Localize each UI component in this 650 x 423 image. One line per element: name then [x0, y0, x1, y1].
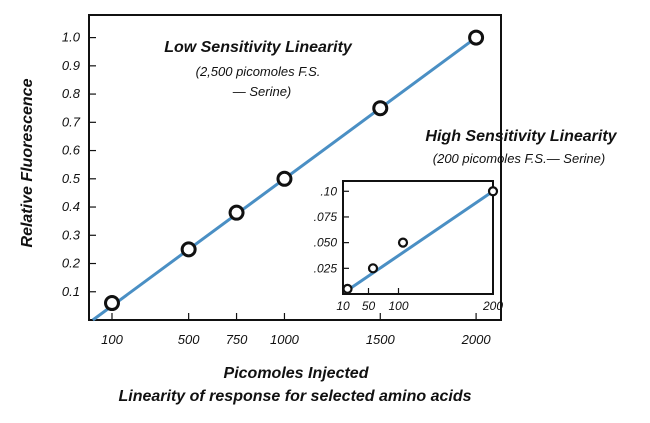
main-plot-frame	[88, 14, 502, 321]
main-x-tick-label: 500	[178, 332, 200, 347]
main-y-tick-label: 0.4	[62, 199, 80, 214]
main-y-axis-ticks: 0.1 0.2 0.3 0.4 0.5 0.6 0.7 0.8 0.9 1.0	[62, 30, 96, 299]
main-x-tick-label: 2000	[461, 332, 492, 347]
main-x-tick-label: 750	[226, 332, 248, 347]
inset-data-point	[397, 237, 409, 248]
inset-y-tick-label: .10	[320, 184, 337, 198]
inset-data-point	[367, 263, 379, 274]
low-sensitivity-subtitle-line-1: (2,500 picomoles F.S.	[196, 64, 321, 79]
main-data-point	[372, 100, 389, 117]
main-y-tick-label: 0.8	[62, 86, 81, 101]
main-x-tick-label: 1000	[270, 332, 300, 347]
y-axis-label: Relative Fluorescence	[19, 78, 36, 247]
inset-y-axis-ticks: .025 .050 .075 .10	[314, 184, 349, 275]
main-y-tick-label: 1.0	[62, 30, 81, 45]
main-data-point	[180, 241, 197, 258]
inset-x-axis-ticks: 10 50 100 200	[336, 288, 503, 313]
inset-data-point	[487, 186, 499, 197]
inset-x-tick-label: 200	[482, 299, 503, 313]
inset-x-tick-label: 50	[362, 299, 376, 313]
inset-data-points	[342, 186, 499, 294]
main-y-tick-label: 0.2	[62, 256, 81, 271]
main-x-tick-label: 1500	[366, 332, 396, 347]
main-data-point	[103, 295, 120, 312]
main-y-tick-label: 0.3	[62, 227, 81, 242]
inset-y-tick-label: .025	[314, 261, 338, 275]
main-x-axis-ticks: 100 500 750 1000 1500 2000	[101, 313, 491, 347]
main-data-points	[103, 29, 485, 312]
main-y-tick-label: 0.5	[62, 171, 81, 186]
main-y-tick-label: 0.6	[62, 143, 81, 158]
low-sensitivity-subtitle-line-2: — Serine)	[232, 84, 292, 99]
high-sensitivity-title: High Sensitivity Linearity	[425, 128, 617, 145]
x-axis-label: Picomoles Injected	[224, 365, 370, 382]
inset-x-tick-label: 10	[336, 299, 350, 313]
inset-x-tick-label: 100	[388, 299, 408, 313]
main-y-tick-label: 0.1	[62, 284, 80, 299]
figure-caption: Linearity of response for selected amino…	[119, 388, 472, 405]
main-y-tick-label: 0.9	[62, 58, 80, 73]
inset-data-point	[342, 283, 353, 294]
inset-y-tick-label: .075	[314, 210, 338, 224]
main-data-point	[228, 204, 245, 221]
main-data-point	[276, 170, 293, 187]
main-y-tick-label: 0.7	[62, 114, 81, 129]
inset-y-tick-label: .050	[314, 236, 338, 250]
low-sensitivity-title: Low Sensitivity Linearity	[164, 39, 353, 56]
inset-fit-line	[344, 190, 494, 294]
main-data-point	[468, 29, 485, 46]
main-x-tick-label: 100	[101, 332, 123, 347]
high-sensitivity-subtitle: (200 picomoles F.S.— Serine)	[433, 151, 605, 166]
